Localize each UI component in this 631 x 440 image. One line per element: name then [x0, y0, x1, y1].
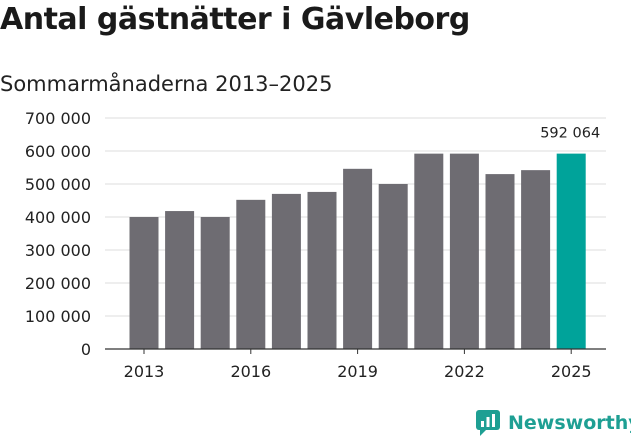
bar-2016	[236, 199, 266, 349]
x-tick-label: 2022	[444, 362, 485, 381]
y-tick-label: 400 000	[25, 208, 91, 227]
x-tick-label: 2013	[124, 362, 165, 381]
bar-2020	[378, 184, 408, 349]
x-tick-label: 2019	[337, 362, 378, 381]
y-tick-label: 100 000	[25, 307, 91, 326]
bar-value-label: 592 064	[540, 126, 600, 142]
x-tick-label: 2025	[551, 362, 592, 381]
y-tick-label: 0	[81, 340, 91, 359]
bar-2019	[343, 168, 373, 349]
bar-2021	[414, 153, 444, 349]
bar-2013	[129, 217, 159, 349]
y-tick-label: 700 000	[25, 109, 91, 128]
bar-2015	[200, 217, 230, 349]
bar-chart: 0 100 000 200 000 300 000 400 000 500 000 600 …	[25, 109, 606, 381]
bar-2018	[307, 191, 337, 349]
brand-name: Newsworthy	[508, 412, 631, 434]
bar-2014	[165, 211, 195, 349]
newsworthy-logo-icon	[476, 410, 500, 436]
y-tick-label: 300 000	[25, 241, 91, 260]
brand-logo: Newsworthy	[476, 406, 631, 440]
y-tick-label: 600 000	[25, 142, 91, 161]
bar-2024	[521, 170, 551, 349]
x-tick-label: 2016	[230, 362, 271, 381]
chart-title: Antal gästnätter i Gävleborg	[0, 2, 470, 37]
bar-2017	[271, 193, 301, 349]
bar-2023	[485, 174, 515, 349]
chart-subtitle: Sommarmånaderna 2013–2025	[0, 72, 333, 96]
y-tick-label: 200 000	[25, 274, 91, 293]
bar-2025	[556, 153, 586, 349]
bar-2022	[449, 153, 479, 349]
y-tick-label: 500 000	[25, 175, 91, 194]
